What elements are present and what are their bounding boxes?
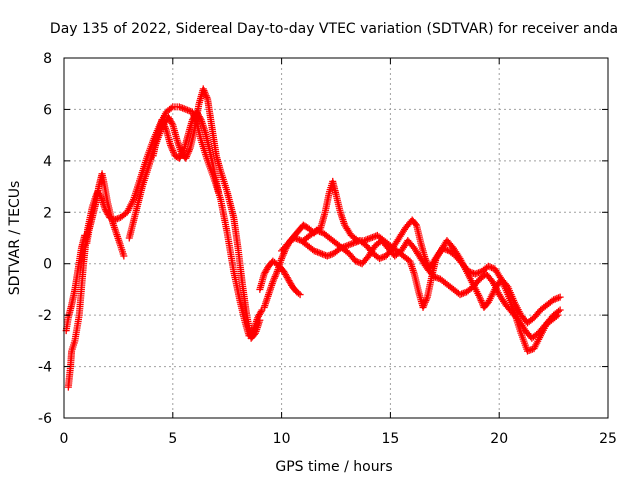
x-tick-label: 5 — [168, 431, 177, 447]
x-tick-label: 15 — [381, 431, 399, 447]
data-point — [196, 114, 204, 122]
y-tick-label: -4 — [38, 360, 52, 376]
plot-frame — [63, 57, 609, 419]
y-axis-label: SDTVAR / TECUs — [7, 181, 23, 296]
y-tick-label: 4 — [43, 154, 52, 170]
x-tick-label: 25 — [599, 431, 617, 447]
x-axis-label: GPS time / hours — [275, 459, 392, 475]
y-tick-label: 8 — [43, 51, 52, 67]
data-point — [168, 119, 176, 127]
y-tick-label: 6 — [43, 102, 52, 118]
grid-lines — [64, 58, 608, 418]
data-points — [62, 85, 564, 391]
data-point — [179, 148, 187, 156]
data-point — [552, 312, 560, 320]
chart-title: Day 135 of 2022, Sidereal Day-to-day VTE… — [50, 21, 618, 37]
data-point — [167, 104, 175, 112]
y-tick-label: -6 — [38, 411, 52, 427]
x-tick-label: 10 — [273, 431, 291, 447]
data-point — [120, 252, 128, 260]
y-tick-label: 2 — [43, 205, 52, 221]
data-point — [256, 316, 264, 324]
data-point — [296, 291, 304, 299]
data-point — [556, 293, 564, 301]
x-tick-label: 20 — [490, 431, 508, 447]
data-point — [554, 311, 562, 319]
y-tick-label: -2 — [38, 308, 52, 324]
data-point — [556, 306, 564, 314]
axis-ticks: 0 5 10 15 20 25 -6 -4 -2 0 2 4 6 8 — [38, 51, 617, 447]
x-tick-label: 0 — [60, 431, 69, 447]
data-point — [294, 289, 302, 297]
data-point — [214, 188, 222, 196]
data-point — [411, 220, 419, 228]
data-point — [257, 308, 265, 316]
y-tick-label: 0 — [43, 257, 52, 273]
